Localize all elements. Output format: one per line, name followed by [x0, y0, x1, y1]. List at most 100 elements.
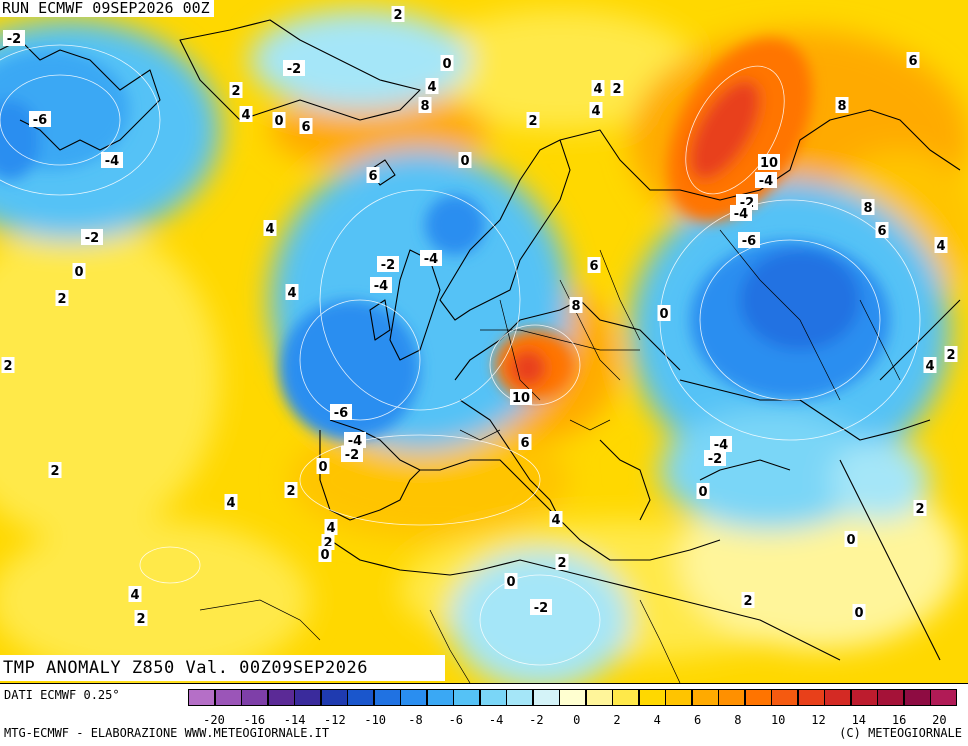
scale-swatch — [930, 689, 957, 706]
contour-label-bg — [555, 554, 569, 570]
scale-tick-label: -4 — [488, 713, 504, 727]
contour-label-bg — [101, 152, 123, 168]
contour-label-bg — [730, 205, 752, 221]
contour-label: 0 — [506, 575, 515, 590]
contour-label: 0 — [846, 533, 855, 548]
scale-tick-label: -10 — [364, 713, 387, 727]
contour-label: 4 — [591, 104, 600, 119]
contour-label: -4 — [734, 207, 748, 222]
contour-label: 2 — [231, 84, 240, 99]
contour-label: 0 — [460, 154, 469, 169]
scale-tick-label: 6 — [693, 713, 702, 727]
contour-label: -2 — [381, 258, 395, 273]
contour-label: 2 — [3, 359, 12, 374]
scale-swatch — [718, 689, 745, 706]
scale-swatch — [691, 689, 719, 706]
contour-label-bg — [134, 610, 148, 626]
contour-label: 0 — [659, 307, 668, 322]
contour-label-bg — [861, 199, 875, 215]
scale-swatch — [850, 689, 878, 706]
contour-label: -6 — [334, 406, 348, 421]
scale-swatch — [797, 689, 825, 706]
scale-swatch — [506, 689, 533, 706]
contour-label: 8 — [837, 99, 846, 114]
contour-label-bg — [549, 511, 563, 527]
contour-label: 2 — [136, 612, 145, 627]
contour-label-bg — [526, 112, 540, 128]
contour-label-bg — [229, 82, 243, 98]
scale-swatch — [665, 689, 692, 706]
contour-label-bg — [128, 586, 142, 602]
contour-label: 6 — [301, 120, 310, 135]
copyright: (C) METEOGIORNALE — [839, 726, 962, 740]
scale-tick-label: 2 — [613, 713, 621, 727]
contour-label-bg — [366, 167, 380, 183]
scale-tick-label: 0 — [573, 713, 581, 727]
contour-label: 0 — [74, 265, 83, 280]
scale-swatch — [824, 689, 851, 706]
contour-label: 4 — [326, 521, 335, 536]
contour-label: 6 — [520, 436, 529, 451]
contour-label-bg — [587, 257, 601, 273]
contour-label-bg — [299, 118, 313, 134]
contour-label: 8 — [420, 99, 429, 114]
contour-label: -4 — [424, 252, 438, 267]
contour-label: 2 — [528, 114, 537, 129]
contour-label: 10 — [760, 156, 778, 171]
contour-label-bg — [324, 519, 338, 535]
scale-swatch — [532, 689, 560, 706]
contour-label: 0 — [854, 606, 863, 621]
contour-label-bg — [440, 55, 454, 71]
contour-label: 2 — [323, 536, 332, 551]
contour-label-bg — [344, 432, 366, 448]
contour-label-bg — [285, 284, 299, 300]
scale-swatch — [612, 689, 639, 706]
scale-tick-label: -8 — [408, 713, 423, 727]
contour-label-bg — [330, 404, 352, 420]
contour-label-bg — [852, 604, 866, 620]
scale-swatch — [188, 689, 215, 706]
contour-label: 4 — [265, 222, 274, 237]
contour-label-bg — [425, 78, 439, 94]
scale-tick-label: -2 — [529, 713, 544, 727]
scale-swatch — [453, 689, 480, 706]
contour-label-bg — [224, 494, 238, 510]
contour-label: -2 — [7, 32, 21, 47]
contour-label: 0 — [274, 114, 283, 129]
contour-label-bg — [341, 446, 363, 462]
contour-label: 8 — [863, 201, 872, 216]
contour-label-bg — [738, 232, 760, 248]
contour-label-bg — [657, 305, 671, 321]
contour-label: 0 — [318, 460, 327, 475]
contour-label-bg — [944, 346, 958, 362]
contour-label-bg — [370, 277, 392, 293]
contour-label-bg — [589, 102, 603, 118]
contour-label: 4 — [427, 80, 436, 95]
contour-label-bg — [704, 450, 726, 466]
contour-label-bg — [934, 237, 948, 253]
scale-tick-label: 12 — [811, 713, 826, 727]
contour-label: 6 — [368, 169, 377, 184]
scale-swatch — [585, 689, 613, 706]
scale-tick-label: 8 — [734, 713, 742, 727]
run-label: RUN ECMWF 09SEP2026 00Z — [0, 0, 214, 17]
contour-label: 4 — [241, 108, 250, 123]
anomaly-map: -2 2 -2 0 2 4 4 0 6 8 2 4 2 4 6 8 -6 -4 0 6 10 -4 -2 -4 8 6 4 -2 -6 4… — [0, 0, 968, 683]
contour-label: 8 — [571, 299, 580, 314]
contour-label-bg — [504, 573, 518, 589]
contour-label: 4 — [226, 496, 235, 511]
contour-label-bg — [530, 599, 552, 615]
contour-label-bg — [741, 592, 755, 608]
contour-label: -2 — [534, 601, 548, 616]
contour-label: 6 — [589, 259, 598, 274]
contour-label-bg — [272, 112, 286, 128]
contour-label: 0 — [320, 548, 329, 563]
contour-label-bg — [913, 500, 927, 516]
contour-label: -6 — [742, 234, 756, 249]
contour-label-bg — [316, 458, 330, 474]
contour-label-bg — [518, 434, 532, 450]
scale-tick-label: 10 — [770, 713, 786, 727]
contour-label: 2 — [393, 8, 402, 23]
contour-label-bg — [755, 172, 777, 188]
